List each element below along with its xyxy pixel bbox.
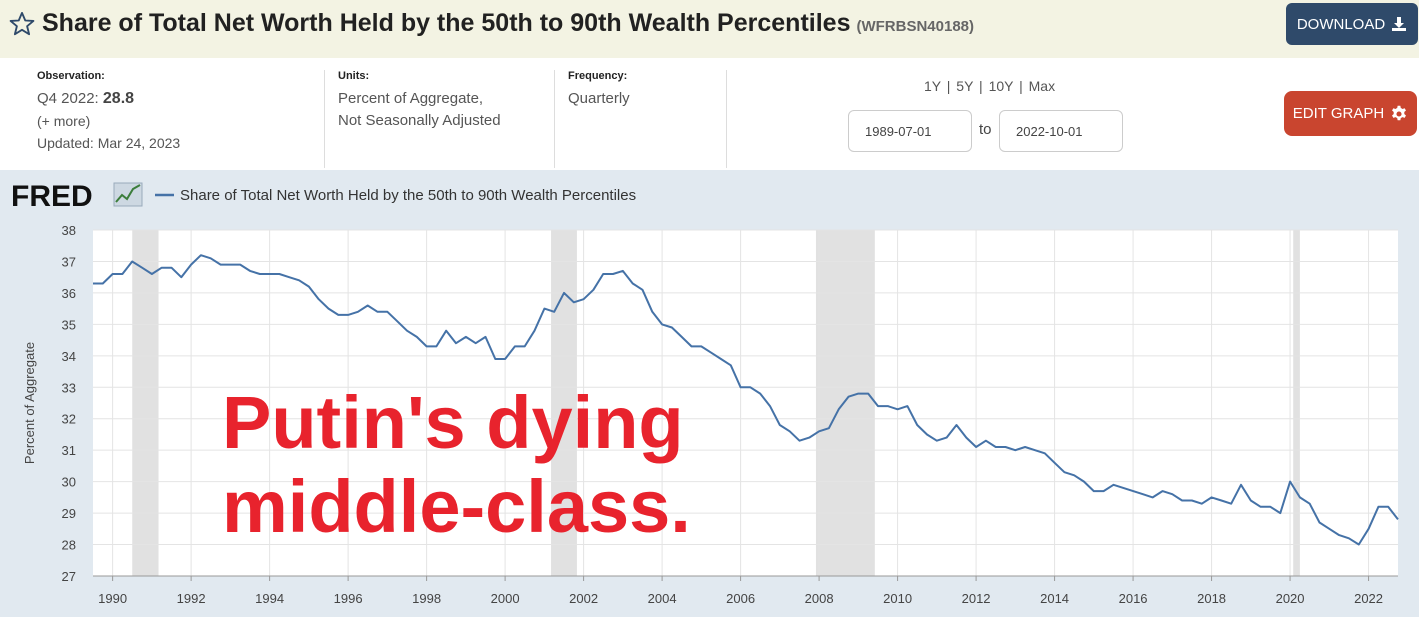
- series-id: (WFRBSN40188): [856, 18, 975, 35]
- y-tick-label: 32: [62, 412, 76, 427]
- to-label: to: [979, 121, 992, 138]
- more-link[interactable]: (+ more): [37, 113, 91, 129]
- x-tick-label: 1990: [98, 591, 127, 606]
- edit-graph-button[interactable]: EDIT GRAPH: [1284, 91, 1417, 136]
- x-tick-label: 2016: [1119, 591, 1148, 606]
- download-button[interactable]: DOWNLOAD: [1286, 3, 1418, 45]
- divider: [324, 70, 325, 168]
- units-line-1: Percent of Aggregate,: [338, 90, 484, 107]
- series-line: [93, 254, 1399, 546]
- fred-logo-icon: [115, 184, 141, 203]
- series-meta: Observation: Q4 2022: 28.8 (+ more) Upda…: [0, 58, 1419, 170]
- overlay-text-line-2: middle-class.: [222, 465, 691, 548]
- observation-block: Observation: Q4 2022: 28.8 (+ more) Upda…: [37, 70, 180, 154]
- x-tick-label: 2014: [1040, 591, 1069, 606]
- frequency-label: Frequency:: [568, 70, 628, 82]
- recession-band: [815, 230, 875, 576]
- x-tick-label: 2006: [726, 591, 755, 606]
- x-tick-label: 2020: [1276, 591, 1305, 606]
- start-date-input[interactable]: [848, 110, 972, 152]
- frequency-block: Frequency: Quarterly: [568, 70, 630, 110]
- recession-band: [551, 230, 577, 576]
- y-tick-label: 31: [62, 443, 76, 458]
- range-links[interactable]: 1Y | 5Y | 10Y | Max: [924, 78, 1056, 94]
- line-chart: FRED Share of Total Net Worth Held by th…: [11, 180, 1399, 606]
- end-date-input[interactable]: [999, 110, 1123, 152]
- x-tick-label: 1996: [334, 591, 363, 606]
- chart-area: FRED Share of Total Net Worth Held by th…: [0, 170, 1419, 617]
- gear-icon: [1392, 105, 1407, 120]
- y-tick-label: 28: [62, 538, 76, 553]
- x-tick-label: 2010: [883, 591, 912, 606]
- x-tick-label: 1994: [255, 591, 284, 606]
- y-tick-label: 27: [62, 569, 76, 584]
- divider: [726, 70, 727, 168]
- title-bar: Share of Total Net Worth Held by the 50t…: [0, 0, 1419, 58]
- x-tick-label: 2002: [569, 591, 598, 606]
- edit-graph-label: EDIT GRAPH: [1292, 105, 1385, 122]
- y-tick-label: 30: [62, 475, 76, 490]
- units-line-2: Not Seasonally Adjusted: [338, 112, 501, 129]
- star-icon[interactable]: [8, 10, 36, 38]
- units-label: Units:: [338, 70, 370, 82]
- frequency-value: Quarterly: [568, 90, 630, 107]
- y-tick-label: 34: [62, 349, 76, 364]
- series-title: Share of Total Net Worth Held by the 50t…: [42, 9, 851, 37]
- observation-period: Q4 2022:: [37, 90, 99, 107]
- x-tick-label: 2004: [648, 591, 677, 606]
- download-label: DOWNLOAD: [1296, 15, 1386, 33]
- y-tick-label: 36: [62, 286, 76, 301]
- x-tick-label: 1998: [412, 591, 441, 606]
- observation-label: Observation:: [37, 70, 105, 82]
- y-tick-label: 33: [62, 380, 76, 395]
- fred-brand: FRED: [11, 180, 93, 213]
- observation-value: 28.8: [102, 90, 135, 107]
- observation-line: Q4 2022: 28.8: [37, 88, 180, 110]
- y-axis-label: Percent of Aggregate: [22, 342, 37, 464]
- recession-band: [132, 230, 159, 576]
- units-block: Units: Percent of Aggregate, Not Seasona…: [338, 70, 501, 132]
- overlay-text-line-1: Putin's dying: [222, 381, 684, 464]
- y-tick-label: 38: [62, 223, 76, 238]
- updated-date: Updated: Mar 24, 2023: [37, 135, 181, 151]
- y-tick-label: 37: [62, 254, 76, 269]
- x-tick-label: 2012: [962, 591, 991, 606]
- x-tick-label: 2000: [491, 591, 520, 606]
- y-tick-label: 29: [62, 506, 76, 521]
- y-tick-label: 35: [62, 317, 76, 332]
- legend-label: Share of Total Net Worth Held by the 50t…: [180, 187, 636, 204]
- x-tick-label: 2022: [1354, 591, 1383, 606]
- recession-band: [1293, 230, 1300, 576]
- x-tick-label: 1992: [177, 591, 206, 606]
- x-tick-label: 2008: [805, 591, 834, 606]
- x-tick-label: 2018: [1197, 591, 1226, 606]
- page-title: Share of Total Net Worth Held by the 50t…: [42, 9, 974, 38]
- divider: [554, 70, 555, 168]
- download-icon: [1392, 17, 1407, 31]
- fred-logo: FRED: [11, 180, 143, 213]
